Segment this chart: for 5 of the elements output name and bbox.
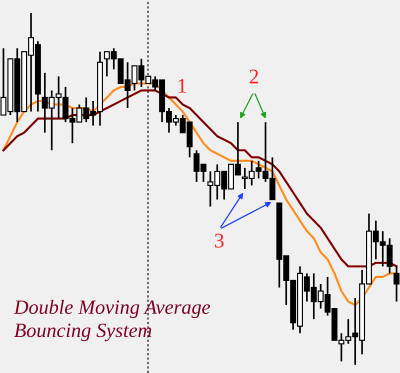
candlestick [394, 266, 400, 302]
annotation: 2 [250, 70, 258, 84]
annotation: 3 [214, 234, 224, 248]
text: Double Moving Average Bouncing System [14, 300, 210, 342]
annotation: 1 [178, 78, 186, 93]
